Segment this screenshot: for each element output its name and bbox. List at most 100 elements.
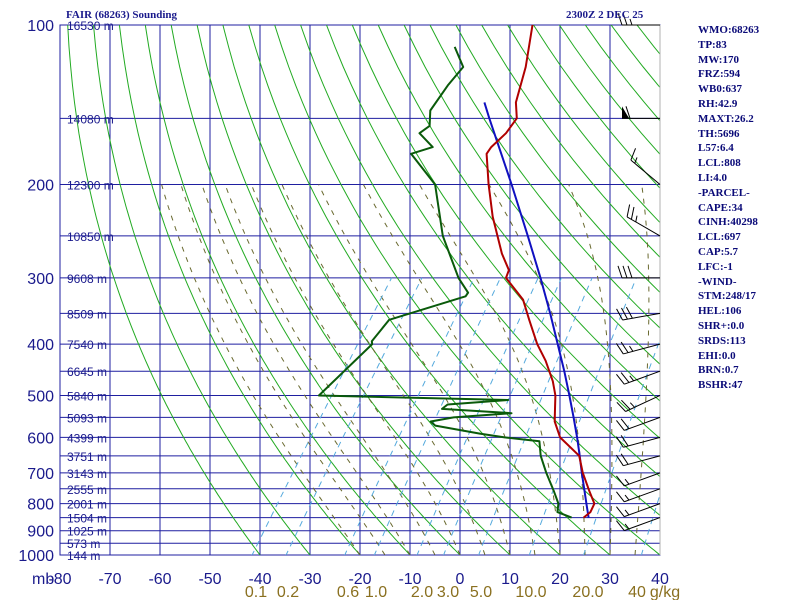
- temperature-tick-label: -10: [398, 571, 421, 588]
- wind-barb: [616, 472, 661, 487]
- dry-adiabat: [481, 25, 660, 258]
- barb-shaft: [624, 472, 661, 487]
- wind-barb: [626, 204, 661, 237]
- barb-flag: [620, 341, 629, 353]
- mixing-ratio-label: 0.1: [245, 584, 267, 600]
- barb-flag: [625, 106, 631, 119]
- mixing-ratio-label: 2.0: [411, 584, 433, 600]
- mixing-ratio-line: [373, 277, 501, 555]
- index-item: -PARCEL-: [698, 186, 750, 199]
- pressure-tick-label: 600: [27, 430, 54, 447]
- mixing-ratio-line: [416, 277, 539, 555]
- index-item: WB0:637: [698, 83, 742, 96]
- height-label: 14080 m: [67, 112, 114, 126]
- temperature-tick-label: -60: [148, 571, 171, 588]
- moist-adiabat: [201, 184, 411, 555]
- stability-indices-panel: WMO:68263 TP:83 MW:170 FRZ:594 WB0:637 RH:42.…: [698, 23, 759, 393]
- pressure-tick-label: 900: [27, 524, 54, 541]
- barb-pennant: [622, 106, 629, 119]
- mixing-ratio-label: 20.0: [572, 584, 603, 600]
- moist-adiabat: [488, 184, 586, 555]
- barb-half-flag: [624, 509, 630, 516]
- moist-adiabat: [281, 184, 486, 555]
- mixing-ratio-line: [344, 277, 475, 555]
- barb-flag: [616, 401, 626, 412]
- index-item: MW:170: [698, 53, 739, 66]
- temperature-tick-label: 10: [501, 571, 519, 588]
- wind-barbs: [615, 12, 661, 555]
- pressure-tick-label: 200: [27, 178, 54, 195]
- barb-flag: [617, 265, 623, 279]
- index-item: TH:5696: [698, 127, 740, 140]
- index-item: STM:248/17: [698, 290, 757, 303]
- barb-shaft: [624, 503, 661, 518]
- valid-time: 2300Z 2 DEC 25: [566, 9, 644, 21]
- wind-barb: [616, 306, 661, 321]
- height-label: 5840 m: [67, 389, 107, 403]
- barb-shaft: [624, 370, 661, 385]
- wind-barb: [616, 503, 661, 518]
- index-item: EHI:0.0: [698, 349, 736, 362]
- pressure-tick-label: 700: [27, 466, 54, 483]
- barb-half-flag: [629, 375, 635, 382]
- index-item: CINH:40298: [698, 216, 758, 229]
- moist-adiabat: [318, 184, 511, 555]
- barb-half-flag: [629, 402, 635, 408]
- index-item: BSHR:47: [698, 379, 743, 392]
- barb-flag: [620, 418, 630, 429]
- temperature-tick-label: -40: [248, 571, 271, 588]
- height-label: 144 m: [67, 549, 100, 563]
- index-item: SRDS:113: [698, 334, 746, 347]
- height-label: 10850 m: [67, 230, 114, 244]
- barb-shaft: [624, 416, 661, 431]
- wind-barb: [615, 435, 661, 448]
- barb-half-flag: [635, 215, 638, 223]
- dry-adiabat: [377, 25, 660, 402]
- temperature-tick-label: -80: [48, 571, 71, 588]
- barb-flag: [617, 12, 623, 26]
- wind-barb: [615, 341, 661, 355]
- temperature-tick-label: -20: [348, 571, 371, 588]
- mixing-ratio-label: 0.6: [337, 584, 359, 600]
- mixing-ratio-line: [443, 277, 562, 555]
- dry-adiabat: [429, 25, 660, 329]
- dry-adiabat: [92, 25, 311, 555]
- wind-barb: [616, 517, 661, 532]
- temperature-tick-label: 0: [456, 571, 465, 588]
- height-label: 3751 m: [67, 450, 107, 464]
- barb-half-flag: [629, 345, 634, 352]
- barb-flag: [616, 475, 625, 487]
- dry-adiabat: [351, 25, 660, 440]
- index-item: LI:4.0: [698, 171, 728, 184]
- dry-adiabat: [170, 25, 461, 555]
- mixing-ratio-label: 40: [628, 584, 646, 600]
- height-label: 8509 m: [67, 307, 107, 321]
- barb-shaft: [622, 312, 661, 321]
- index-item: FRZ:594: [698, 68, 741, 81]
- pressure-tick-label: 500: [27, 388, 54, 405]
- temperature-tick-label: 40: [651, 571, 669, 588]
- height-label: 9608 m: [67, 272, 107, 286]
- adiabat-lines: [67, 25, 660, 555]
- dry-adiabat: [455, 25, 660, 294]
- mixing-ratio-line: [528, 277, 637, 555]
- barb-flag: [622, 12, 628, 26]
- height-label: 4399 m: [67, 431, 107, 445]
- height-label: 1504 m: [67, 512, 107, 526]
- barb-half-flag: [624, 494, 630, 501]
- index-item: LCL:808: [698, 157, 741, 170]
- temperature-tick-label: -30: [298, 571, 321, 588]
- index-item: CAPE:34: [698, 201, 743, 214]
- barb-flag: [616, 491, 625, 503]
- x-unit-label: mb: [32, 571, 54, 588]
- wind-barb: [617, 265, 660, 279]
- dry-adiabat: [300, 25, 660, 517]
- height-label: 6645 m: [67, 365, 107, 379]
- barb-half-flag: [624, 478, 630, 485]
- pressure-tick-label: 100: [27, 18, 54, 35]
- dry-adiabat: [144, 25, 411, 555]
- dry-adiabat: [584, 25, 660, 122]
- index-item: L57:6.4: [698, 142, 734, 155]
